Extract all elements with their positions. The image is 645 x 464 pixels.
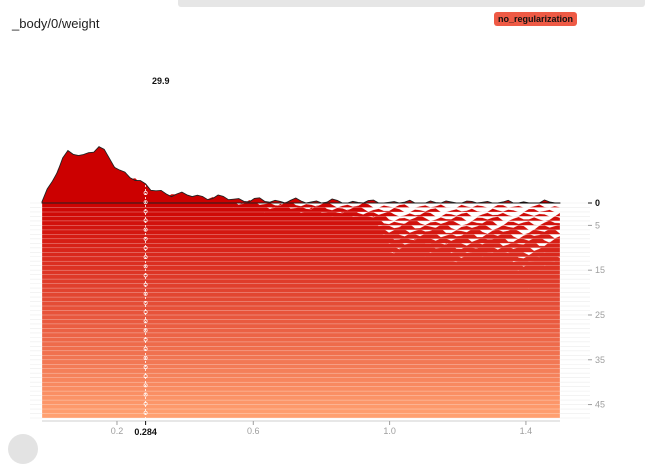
hover-marker xyxy=(143,218,148,223)
hover-marker xyxy=(143,374,148,379)
x-tick-label: 1.4 xyxy=(520,426,533,436)
hover-marker xyxy=(143,410,148,415)
hover-marker xyxy=(143,209,148,214)
top-scroll-bar[interactable] xyxy=(178,0,645,7)
cursor-indicator xyxy=(8,434,38,464)
hover-marker xyxy=(143,200,148,205)
hover-marker xyxy=(143,245,148,250)
run-badge[interactable]: no_regularization xyxy=(494,12,578,26)
hover-marker xyxy=(143,300,148,305)
hover-marker xyxy=(143,319,148,324)
x-axis: 0.2 0.6 1.0 1.4 0.284 xyxy=(42,420,560,437)
hover-guide: 29.9 xyxy=(143,76,170,418)
hover-marker xyxy=(143,401,148,406)
x-tick-label: 1.0 xyxy=(383,426,396,436)
x-tick-label: 0.6 xyxy=(247,426,260,436)
hover-y-label: 29.9 xyxy=(152,76,170,86)
hover-marker xyxy=(143,255,148,260)
hover-marker xyxy=(143,273,148,278)
step-axis: 0 5 15 25 35 45 xyxy=(520,198,605,410)
hover-x-label: 0.284 xyxy=(134,427,157,437)
hover-marker xyxy=(143,337,148,342)
hover-marker xyxy=(143,191,148,195)
step-tick-label: 35 xyxy=(595,355,605,365)
hover-marker xyxy=(143,346,148,351)
hover-marker xyxy=(143,383,148,388)
histogram-step-0 xyxy=(41,146,561,204)
hover-marker xyxy=(143,310,148,315)
hover-marker xyxy=(143,264,148,269)
hover-marker xyxy=(143,282,148,287)
step-tick-label: 0 xyxy=(595,198,600,208)
hover-marker xyxy=(143,328,148,333)
x-tick-label: 0.2 xyxy=(111,426,124,436)
hover-marker xyxy=(143,236,148,241)
step-tick-label: 45 xyxy=(595,400,605,410)
chart-title: _body/0/weight xyxy=(12,16,100,31)
step-tick-label: 25 xyxy=(595,310,605,320)
hover-marker xyxy=(143,227,148,232)
hover-marker xyxy=(143,291,148,296)
hover-marker xyxy=(143,392,148,397)
step-tick-label: 5 xyxy=(595,220,600,230)
step-tick-label: 15 xyxy=(595,265,605,275)
histogram-areas xyxy=(41,145,561,419)
histogram-chart[interactable]: 29.9 0 5 15 25 35 45 0.2 0.6 1.0 1.4 0.284 xyxy=(0,0,645,442)
hover-marker xyxy=(143,365,148,369)
hover-marker xyxy=(143,355,148,360)
